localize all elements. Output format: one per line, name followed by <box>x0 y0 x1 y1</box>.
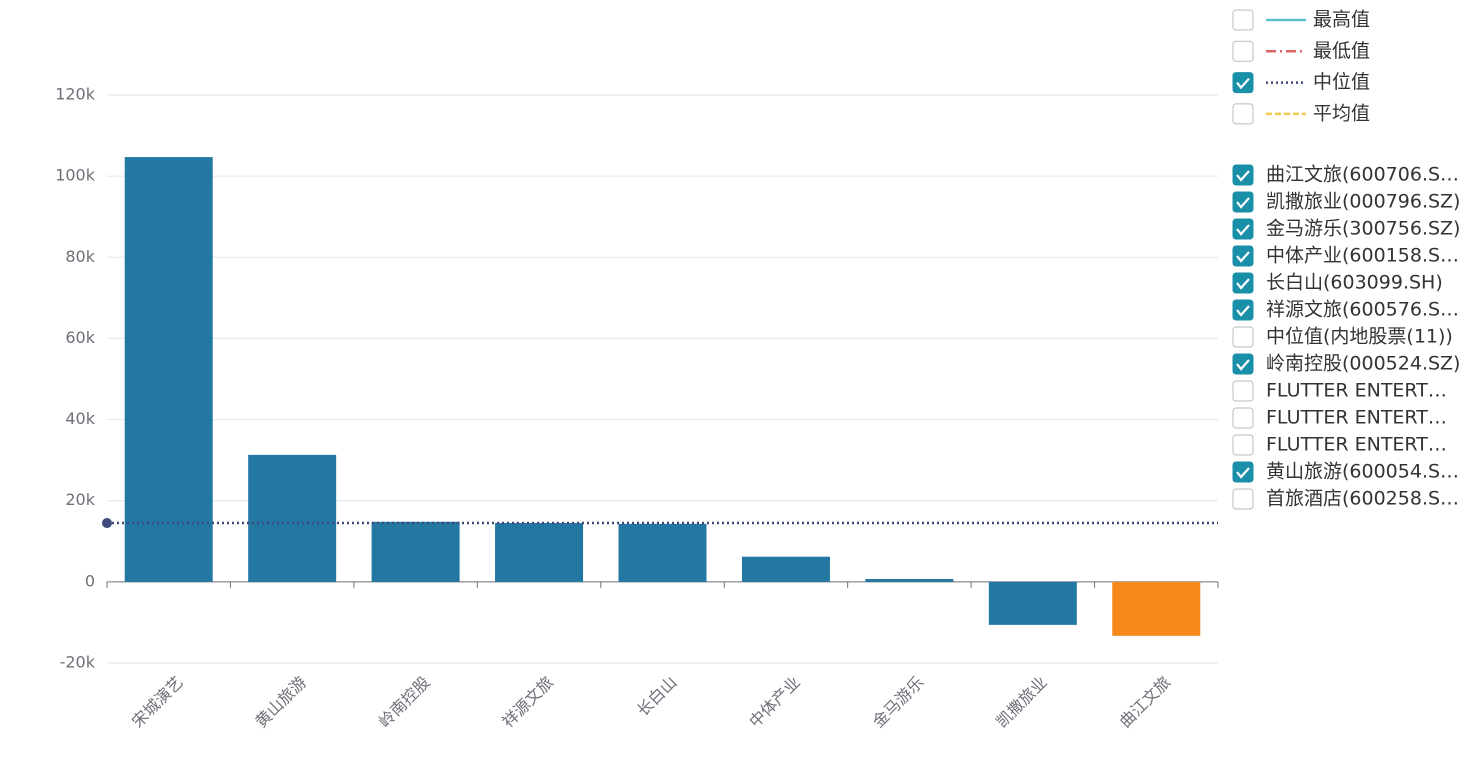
checkmark <box>1236 251 1250 263</box>
checkmark <box>1236 305 1250 317</box>
bar <box>495 523 584 582</box>
checkbox[interactable] <box>1232 407 1254 429</box>
bar <box>988 581 1077 625</box>
bar <box>741 556 830 582</box>
checkbox[interactable] <box>1232 299 1254 321</box>
legend-label: FLUTTER ENTERT… <box>1266 380 1447 402</box>
checkbox[interactable] <box>1232 461 1254 483</box>
x-tick-label: 宋城演艺 <box>128 673 187 732</box>
checkmark <box>1236 77 1250 90</box>
legend-label: 凯撒旅业(000796.SZ) <box>1266 191 1460 213</box>
legend-item[interactable]: 最高值 <box>1232 9 1370 31</box>
checkmark <box>1236 224 1250 236</box>
checkbox[interactable] <box>1232 245 1254 267</box>
checkbox[interactable] <box>1232 40 1254 62</box>
legend-item[interactable]: FLUTTER ENTERT… <box>1232 407 1447 429</box>
legend-item[interactable]: FLUTTER ENTERT… <box>1232 434 1447 456</box>
x-tick-label: 祥源文旅 <box>498 673 557 732</box>
legend-label: 中体产业(600158.S… <box>1266 245 1459 267</box>
legend-item[interactable]: 岭南控股(000524.SZ) <box>1232 353 1460 375</box>
y-tick-label: 80k <box>65 247 95 266</box>
x-tick-label: 长白山 <box>633 673 680 720</box>
legend-label: 曲江文旅(600706.S… <box>1266 164 1459 186</box>
median-marker <box>102 518 112 529</box>
legend-item[interactable]: 最低值 <box>1232 40 1370 62</box>
checkmark <box>1236 467 1250 479</box>
x-tick-label: 中体产业 <box>745 673 804 732</box>
legend-item[interactable]: 祥源文旅(600576.S… <box>1232 299 1459 321</box>
bar <box>1112 581 1201 636</box>
checkmark <box>1236 278 1250 290</box>
x-tick-label: 岭南控股 <box>375 673 434 732</box>
legend-item[interactable]: 中体产业(600158.S… <box>1232 245 1459 267</box>
x-tick-label: 黄山旅游 <box>251 673 310 732</box>
legend-item[interactable]: 曲江文旅(600706.S… <box>1232 164 1459 186</box>
legend-item[interactable]: 凯撒旅业(000796.SZ) <box>1232 191 1460 213</box>
checkbox[interactable] <box>1232 72 1254 94</box>
bar <box>371 521 460 582</box>
legend-label: 最低值 <box>1313 40 1370 62</box>
legend-item[interactable]: 金马游乐(300756.SZ) <box>1232 218 1460 240</box>
checkmark <box>1236 197 1250 209</box>
bar <box>124 157 213 582</box>
legend-label: 首旅酒店(600258.S… <box>1266 488 1459 510</box>
legend-item[interactable]: 中位值 <box>1232 71 1370 94</box>
checkbox[interactable] <box>1232 103 1254 125</box>
legend-item[interactable]: 黄山旅游(600054.S… <box>1232 461 1459 483</box>
legend-item[interactable]: FLUTTER ENTERT… <box>1232 380 1447 402</box>
legend-item[interactable]: 平均值 <box>1232 102 1370 125</box>
checkbox[interactable] <box>1232 488 1254 510</box>
bar <box>248 454 337 582</box>
legend-label: 平均值 <box>1313 102 1370 124</box>
checkmark <box>1236 359 1250 371</box>
legend-label: 金马游乐(300756.SZ) <box>1266 218 1460 240</box>
legend-item[interactable]: 长白山(603099.SH) <box>1232 272 1443 294</box>
bar <box>618 523 707 582</box>
legend-label: 黄山旅游(600054.S… <box>1266 461 1459 483</box>
checkbox[interactable] <box>1232 434 1254 456</box>
y-tick-label: 20k <box>65 490 95 509</box>
y-tick-label: 40k <box>65 409 95 428</box>
legend-label: 祥源文旅(600576.S… <box>1266 299 1459 321</box>
x-tick-label: 凯撒旅业 <box>992 673 1051 732</box>
legend-label: 中位值 <box>1313 71 1370 93</box>
checkbox[interactable] <box>1232 353 1254 375</box>
checkmark <box>1236 170 1250 182</box>
x-tick-label: 金马游乐 <box>869 673 928 732</box>
x-tick-label: 曲江文旅 <box>1116 673 1175 732</box>
y-tick-label: 0 <box>85 571 95 590</box>
checkbox[interactable] <box>1232 272 1254 294</box>
checkbox[interactable] <box>1232 9 1254 31</box>
legend-label: FLUTTER ENTERT… <box>1266 407 1447 429</box>
legend-item[interactable]: 首旅酒店(600258.S… <box>1232 488 1459 510</box>
legend-label: FLUTTER ENTERT… <box>1266 434 1447 456</box>
checkbox[interactable] <box>1232 380 1254 402</box>
legend-item[interactable]: 中位值(内地股票(11)) <box>1232 326 1453 348</box>
checkbox[interactable] <box>1232 191 1254 213</box>
checkbox[interactable] <box>1232 326 1254 348</box>
bar <box>865 579 954 582</box>
checkbox[interactable] <box>1232 218 1254 240</box>
legend-label: 长白山(603099.SH) <box>1266 272 1443 294</box>
y-tick-label: 100k <box>55 166 96 185</box>
legend-label: 岭南控股(000524.SZ) <box>1266 353 1460 375</box>
legend-label: 最高值 <box>1313 9 1370 31</box>
y-tick-label: 120k <box>55 85 96 104</box>
checkbox[interactable] <box>1232 164 1254 186</box>
y-tick-label: -20k <box>60 653 96 672</box>
legend-label: 中位值(内地股票(11)) <box>1266 326 1453 348</box>
y-tick-label: 60k <box>65 328 95 347</box>
